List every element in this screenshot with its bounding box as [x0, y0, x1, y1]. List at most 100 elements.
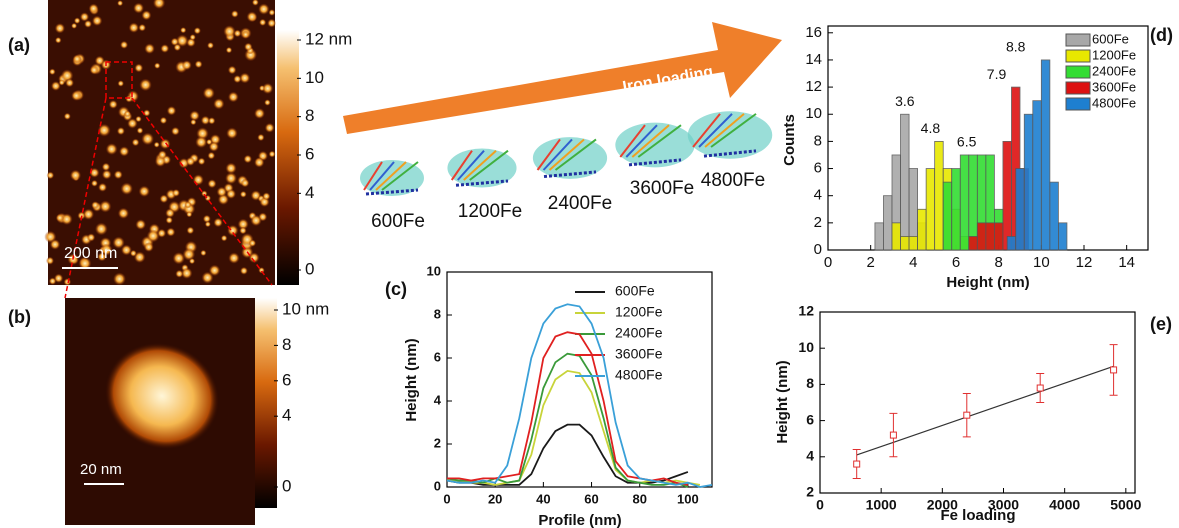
particle [116, 126, 125, 136]
particle [197, 157, 206, 166]
legend-label: 3600Fe [1092, 79, 1136, 94]
molecule-base [365, 188, 419, 196]
particle [108, 99, 118, 109]
particle [94, 222, 108, 236]
histogram-bar [891, 222, 901, 251]
plot-frame [446, 271, 713, 488]
colorbar-label: 4 [282, 406, 291, 425]
particle [207, 151, 216, 160]
particle [144, 43, 155, 54]
particle [58, 79, 65, 86]
particle [243, 154, 253, 164]
histogram-bar [874, 222, 884, 251]
particle [72, 54, 82, 64]
particle [117, 207, 130, 219]
particle [78, 256, 92, 270]
point [1110, 366, 1118, 374]
particle [207, 42, 214, 49]
y-tick-label: 0 [814, 241, 822, 258]
y-tick-label: 2 [814, 214, 822, 231]
particle [63, 112, 71, 120]
y-tick-label: 8 [434, 306, 441, 321]
afm-particles [44, 0, 277, 286]
y-tick-label: 8 [814, 132, 822, 149]
y-axis-label: Height (nm) [774, 360, 791, 443]
particle [71, 90, 82, 101]
molecule-strand [619, 124, 646, 158]
molecule-strand [381, 161, 419, 191]
particle [135, 115, 142, 123]
molecule-base [543, 170, 597, 179]
particle [120, 182, 133, 195]
histogram-bar [934, 140, 944, 251]
scale-bar-label: 20 nm [80, 461, 122, 478]
particle [113, 170, 123, 180]
particle [220, 234, 228, 242]
y-tick-label: 14 [805, 51, 822, 68]
panel-label: (e) [1150, 314, 1172, 334]
particle [133, 251, 146, 263]
particle [173, 43, 182, 52]
particle [89, 167, 100, 178]
histogram-bar [951, 168, 961, 251]
particle [86, 233, 96, 242]
histogram-bar [917, 208, 927, 251]
point [853, 460, 861, 468]
histogram-bar [900, 236, 910, 251]
y-tick-label: 6 [434, 349, 441, 364]
particle [237, 218, 249, 230]
y-tick-label: 12 [798, 303, 814, 319]
particle [141, 10, 152, 21]
peak-label: 3.6 [895, 93, 915, 109]
particle [223, 25, 236, 38]
particle [248, 252, 260, 264]
histogram-bar [994, 222, 1004, 251]
legend-swatch [1065, 97, 1091, 111]
colorbar [255, 298, 277, 508]
particle [200, 115, 211, 125]
particle [240, 178, 250, 188]
y-tick-label: 2 [434, 435, 441, 450]
histogram-bar [1006, 236, 1017, 251]
particle [227, 91, 239, 103]
histogram-bar [883, 195, 893, 251]
particle [202, 87, 215, 100]
colorbar [277, 30, 299, 285]
particle [159, 194, 169, 204]
particle [159, 116, 168, 125]
particle [152, 0, 166, 10]
particle [226, 188, 237, 199]
legend-label: 2400Fe [1092, 63, 1136, 78]
particle [231, 10, 239, 18]
particle [216, 186, 227, 198]
histogram-bar [1015, 168, 1025, 251]
y-tick-label: 8 [806, 375, 814, 391]
legend-label: 2400Fe [615, 325, 663, 341]
particle [262, 82, 274, 95]
y-tick-label: 16 [805, 24, 822, 41]
x-tick-label: 0 [443, 491, 450, 506]
particle [88, 3, 99, 14]
scale-bar-label: 200 nm [64, 245, 117, 262]
particle [207, 179, 217, 189]
particle [225, 172, 238, 185]
particle [233, 29, 242, 38]
molecules [360, 111, 773, 196]
molecule-strand [375, 161, 407, 191]
molecule-strand [554, 138, 597, 171]
y-tick-label: 6 [814, 160, 822, 177]
particle [65, 78, 75, 88]
molecule-base [455, 179, 509, 187]
colorbar-label: 0 [282, 476, 291, 495]
particle [201, 271, 214, 284]
particle [182, 247, 196, 261]
line [447, 369, 701, 486]
particle [79, 12, 90, 22]
particle [82, 208, 95, 220]
particle [213, 98, 225, 110]
x-tick-label: 8 [994, 254, 1002, 271]
histogram-bar [908, 236, 918, 251]
molecule-strand [363, 161, 383, 191]
particle [135, 219, 147, 230]
particle [239, 72, 251, 84]
